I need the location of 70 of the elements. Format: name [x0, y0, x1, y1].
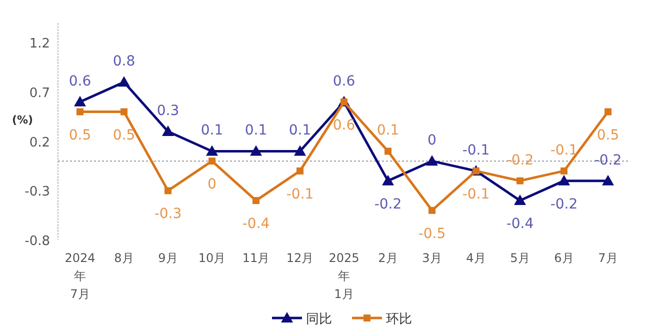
point — [120, 108, 128, 116]
x-tick-label: 5月 — [510, 251, 530, 265]
data-label: -0.5 — [418, 226, 446, 242]
data-label: 0.1 — [376, 122, 400, 139]
data-label: 0.6 — [332, 117, 356, 134]
data-label: 0 — [208, 176, 216, 193]
data-label: -0.4 — [506, 216, 534, 232]
data-label: -0.1 — [462, 142, 490, 158]
y-tick-label: -0.8 — [24, 234, 50, 249]
x-tick-label: 2025 年 1月 — [328, 251, 360, 301]
data-label: 0.5 — [596, 127, 620, 144]
point — [162, 126, 174, 136]
point — [164, 187, 172, 194]
point — [558, 174, 570, 186]
data-label: -0.1 — [550, 142, 578, 158]
data-label: -0.2 — [506, 152, 534, 168]
point — [252, 197, 260, 204]
data-label: 0.6 — [332, 73, 356, 90]
data-label: 0.5 — [112, 127, 136, 144]
x-tick-label: 12月 — [286, 251, 314, 265]
point — [426, 155, 438, 166]
data-label: 0.6 — [68, 73, 92, 90]
x-tick-label: 9月 — [158, 251, 178, 265]
point — [514, 194, 526, 206]
data-label: -0.2 — [374, 196, 402, 212]
data-label: -0.4 — [242, 216, 270, 232]
point — [560, 167, 568, 174]
data-label: -0.1 — [286, 186, 314, 202]
point — [382, 174, 394, 186]
data-label: 0.1 — [200, 122, 224, 139]
point — [76, 108, 84, 116]
point — [602, 174, 614, 186]
data-label: 0.1 — [288, 122, 312, 139]
data-label: -0.3 — [154, 206, 182, 222]
point — [74, 96, 86, 106]
point — [604, 108, 612, 116]
x-tick-label: 4月 — [466, 251, 486, 265]
legend-label: 环比 — [386, 312, 412, 327]
y-tick-label: 1.2 — [29, 36, 50, 52]
point — [294, 145, 306, 156]
point — [516, 177, 524, 184]
y-tick-label: 0.2 — [29, 135, 50, 150]
point — [118, 76, 130, 87]
data-label: -0.2 — [550, 196, 578, 212]
data-label: -0.1 — [462, 186, 490, 202]
point — [250, 145, 262, 156]
x-tick-label: 7月 — [598, 251, 618, 265]
y-axis-title: (%) — [12, 113, 34, 126]
data-label: 0.1 — [244, 122, 268, 139]
data-label: 0 — [428, 132, 436, 149]
x-tick-label: 11月 — [242, 251, 270, 265]
data-label: -0.2 — [594, 152, 622, 168]
point — [384, 148, 392, 155]
legend-label: 同比 — [306, 312, 332, 327]
data-label: 0.8 — [112, 54, 136, 70]
point — [206, 145, 218, 156]
x-tick-label: 2月 — [378, 251, 398, 265]
y-tick-label: -0.3 — [24, 184, 50, 200]
point — [208, 158, 216, 165]
x-tick-label: 6月 — [554, 251, 574, 265]
point — [428, 206, 436, 214]
y-tick-label: 0.7 — [29, 86, 50, 102]
point — [472, 167, 480, 174]
data-label: 0.5 — [68, 127, 92, 144]
x-tick-label: 3月 — [422, 251, 442, 265]
data-label: 0.3 — [156, 103, 180, 119]
x-tick-label: 10月 — [198, 251, 226, 265]
x-tick-label: 8月 — [114, 251, 134, 265]
x-tick-label: 2024 年 7月 — [64, 251, 96, 301]
point — [296, 167, 304, 174]
